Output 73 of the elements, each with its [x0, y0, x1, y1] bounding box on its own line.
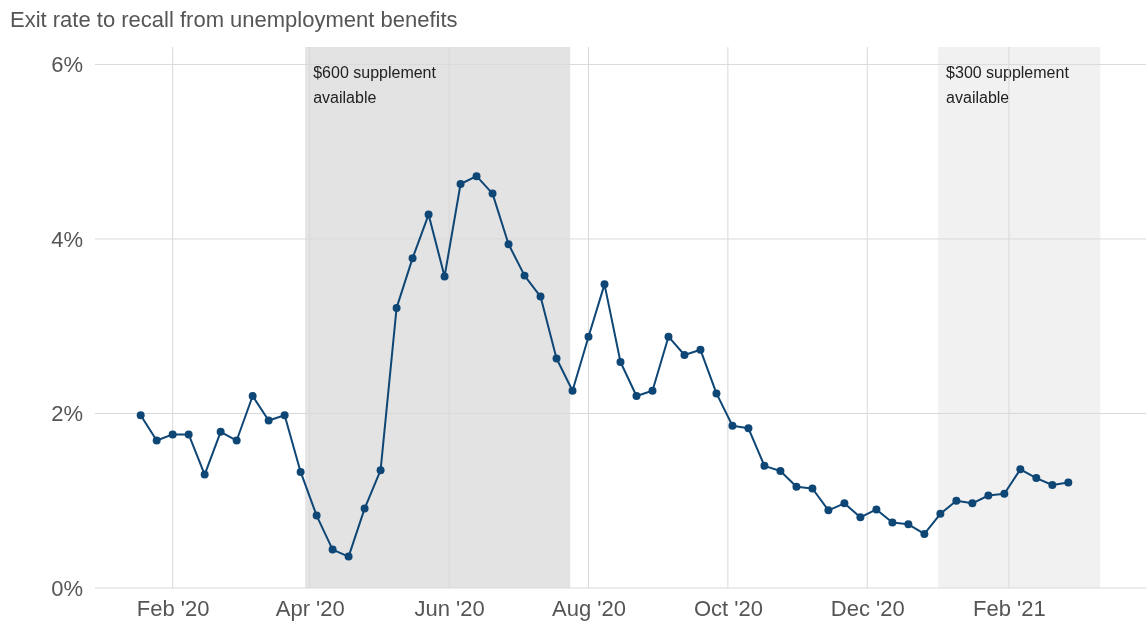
point [568, 386, 577, 395]
x-tick-label: Oct '20 [693, 595, 763, 621]
point [920, 529, 929, 538]
point [472, 172, 481, 181]
x-tick-label: Feb '20 [136, 595, 210, 621]
point [440, 272, 449, 281]
point [408, 254, 417, 263]
point [616, 358, 625, 366]
point [664, 332, 673, 341]
point [376, 466, 385, 475]
point [552, 354, 561, 363]
point [872, 505, 881, 514]
point [904, 520, 913, 529]
point [536, 292, 545, 301]
point [744, 424, 753, 433]
point [152, 436, 161, 445]
point [792, 482, 801, 491]
point [280, 411, 289, 420]
band-label: $300 supplement available [946, 64, 1070, 106]
point [888, 518, 897, 527]
chart-title: Exit rate to recall from unemployment benefits [10, 7, 458, 32]
point [136, 411, 145, 420]
x-tick-label: Jun '20 [414, 595, 485, 621]
y-tick-label: 6% [51, 51, 83, 77]
point [344, 552, 353, 561]
point [264, 416, 273, 425]
point [184, 430, 193, 439]
point [584, 332, 593, 341]
point [712, 389, 721, 398]
point [760, 461, 769, 470]
point [776, 467, 785, 476]
point [1000, 489, 1009, 498]
point [248, 392, 257, 401]
point [728, 421, 737, 430]
point [936, 509, 945, 518]
point [328, 545, 337, 554]
x-tick-label: Feb '21 [973, 595, 1046, 621]
point [520, 271, 529, 280]
point [600, 280, 609, 289]
point [360, 504, 369, 513]
point [232, 436, 241, 445]
point [856, 513, 865, 522]
point [296, 467, 305, 476]
point [680, 351, 689, 359]
point [984, 491, 993, 500]
point [1064, 478, 1073, 487]
y-tick-label: 2% [51, 401, 83, 427]
point [1048, 481, 1057, 490]
point [392, 303, 401, 312]
point [424, 210, 433, 219]
point [968, 499, 977, 508]
x-tick-label: Dec '20 [830, 595, 905, 621]
point [200, 470, 209, 479]
point [696, 345, 705, 354]
point [648, 386, 657, 395]
point [488, 189, 497, 198]
point [216, 427, 225, 436]
point [1032, 474, 1041, 483]
point [312, 511, 321, 520]
point [168, 430, 177, 439]
point [504, 240, 513, 249]
point [1016, 465, 1025, 474]
point [808, 484, 817, 493]
point [952, 496, 961, 505]
x-tick-label: Apr '20 [275, 595, 345, 621]
point [456, 180, 465, 188]
point [824, 506, 833, 515]
x-tick-label: Aug '20 [552, 595, 626, 621]
point [632, 392, 641, 401]
y-tick-label: 0% [51, 575, 83, 601]
band-label: $600 supplement available [313, 64, 437, 106]
point [840, 499, 849, 508]
y-tick-label: 4% [51, 226, 83, 252]
